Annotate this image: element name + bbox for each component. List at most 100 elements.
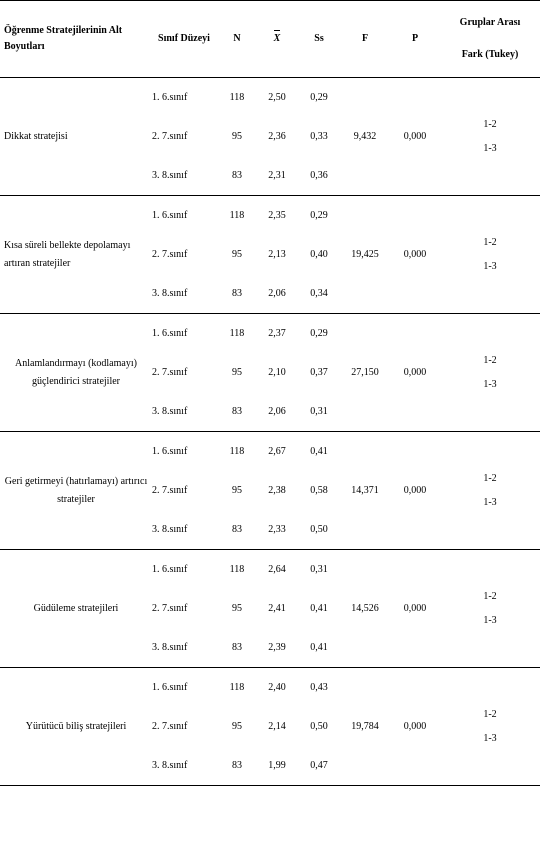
ss-cell: 0,41: [298, 432, 340, 472]
ss-cell: 0,31: [298, 392, 340, 432]
n-cell: 118: [218, 550, 256, 590]
ss-cell: 0,29: [298, 78, 340, 118]
header-f: F: [340, 1, 390, 78]
ss-cell: 0,33: [298, 117, 340, 156]
mean-cell: 2,06: [256, 392, 298, 432]
level-cell: 2. 7.sınıf: [150, 589, 218, 628]
header-p: P: [390, 1, 440, 78]
dimension-cell: Kısa süreli bellekte depolamayı artıran …: [0, 196, 150, 314]
n-cell: 95: [218, 117, 256, 156]
level-cell: 1. 6.sınıf: [150, 668, 218, 708]
table-row: Anlamlandırmayı (kodlamayı) güçlendirici…: [0, 314, 540, 354]
level-cell: 1. 6.sınıf: [150, 196, 218, 236]
n-cell: 95: [218, 235, 256, 274]
anova-table: Öğrenme Stratejilerinin Alt Boyutları Sı…: [0, 0, 540, 786]
p-cell: 0,000: [390, 78, 440, 196]
n-cell: 118: [218, 668, 256, 708]
table-row: Güdüleme stratejileri1. 6.sınıf1182,640,…: [0, 550, 540, 590]
tukey-cell: 1-21-3: [440, 550, 540, 668]
dimension-cell: Yürütücü biliş stratejileri: [0, 668, 150, 786]
dimension-cell: Güdüleme stratejileri: [0, 550, 150, 668]
header-level: Sınıf Düzeyi: [150, 1, 218, 78]
mean-cell: 1,99: [256, 746, 298, 786]
table-row: Yürütücü biliş stratejileri1. 6.sınıf118…: [0, 668, 540, 708]
f-cell: 27,150: [340, 314, 390, 432]
level-cell: 2. 7.sınıf: [150, 117, 218, 156]
mean-cell: 2,67: [256, 432, 298, 472]
p-cell: 0,000: [390, 432, 440, 550]
level-cell: 2. 7.sınıf: [150, 235, 218, 274]
n-cell: 83: [218, 746, 256, 786]
ss-cell: 0,50: [298, 707, 340, 746]
ss-cell: 0,29: [298, 314, 340, 354]
n-cell: 83: [218, 274, 256, 314]
mean-cell: 2,41: [256, 589, 298, 628]
level-cell: 3. 8.sınıf: [150, 746, 218, 786]
n-cell: 95: [218, 589, 256, 628]
n-cell: 83: [218, 156, 256, 196]
ss-cell: 0,34: [298, 274, 340, 314]
n-cell: 118: [218, 432, 256, 472]
level-cell: 1. 6.sınıf: [150, 550, 218, 590]
mean-cell: 2,39: [256, 628, 298, 668]
header-n: N: [218, 1, 256, 78]
mean-cell: 2,40: [256, 668, 298, 708]
level-cell: 1. 6.sınıf: [150, 314, 218, 354]
ss-cell: 0,43: [298, 668, 340, 708]
level-cell: 2. 7.sınıf: [150, 353, 218, 392]
n-cell: 83: [218, 628, 256, 668]
mean-cell: 2,37: [256, 314, 298, 354]
ss-cell: 0,58: [298, 471, 340, 510]
n-cell: 95: [218, 353, 256, 392]
ss-cell: 0,29: [298, 196, 340, 236]
p-cell: 0,000: [390, 668, 440, 786]
mean-cell: 2,35: [256, 196, 298, 236]
n-cell: 118: [218, 78, 256, 118]
ss-cell: 0,37: [298, 353, 340, 392]
f-cell: 9,432: [340, 78, 390, 196]
level-cell: 1. 6.sınıf: [150, 432, 218, 472]
tukey-cell: 1-21-3: [440, 314, 540, 432]
mean-cell: 2,33: [256, 510, 298, 550]
n-cell: 95: [218, 707, 256, 746]
p-cell: 0,000: [390, 550, 440, 668]
level-cell: 3. 8.sınıf: [150, 628, 218, 668]
table-header-row: Öğrenme Stratejilerinin Alt Boyutları Sı…: [0, 1, 540, 78]
mean-cell: 2,38: [256, 471, 298, 510]
n-cell: 83: [218, 510, 256, 550]
header-ss: Ss: [298, 1, 340, 78]
dimension-cell: Dikkat stratejisi: [0, 78, 150, 196]
ss-cell: 0,47: [298, 746, 340, 786]
mean-cell: 2,13: [256, 235, 298, 274]
ss-cell: 0,41: [298, 628, 340, 668]
n-cell: 118: [218, 314, 256, 354]
n-cell: 83: [218, 392, 256, 432]
mean-cell: 2,36: [256, 117, 298, 156]
n-cell: 118: [218, 196, 256, 236]
level-cell: 2. 7.sınıf: [150, 707, 218, 746]
header-dimension: Öğrenme Stratejilerinin Alt Boyutları: [0, 1, 150, 78]
level-cell: 2. 7.sınıf: [150, 471, 218, 510]
ss-cell: 0,40: [298, 235, 340, 274]
p-cell: 0,000: [390, 196, 440, 314]
level-cell: 3. 8.sınıf: [150, 274, 218, 314]
mean-cell: 2,50: [256, 78, 298, 118]
level-cell: 3. 8.sınıf: [150, 392, 218, 432]
f-cell: 19,784: [340, 668, 390, 786]
table-row: Dikkat stratejisi1. 6.sınıf1182,500,299,…: [0, 78, 540, 118]
ss-cell: 0,41: [298, 589, 340, 628]
level-cell: 3. 8.sınıf: [150, 156, 218, 196]
tukey-cell: 1-21-3: [440, 432, 540, 550]
tukey-cell: 1-21-3: [440, 196, 540, 314]
f-cell: 14,371: [340, 432, 390, 550]
mean-cell: 2,06: [256, 274, 298, 314]
ss-cell: 0,50: [298, 510, 340, 550]
header-mean: X: [256, 1, 298, 78]
f-cell: 14,526: [340, 550, 390, 668]
dimension-cell: Anlamlandırmayı (kodlamayı) güçlendirici…: [0, 314, 150, 432]
ss-cell: 0,36: [298, 156, 340, 196]
level-cell: 1. 6.sınıf: [150, 78, 218, 118]
mean-cell: 2,14: [256, 707, 298, 746]
dimension-cell: Geri getirmeyi (hatırlamayı) artırıcı st…: [0, 432, 150, 550]
p-cell: 0,000: [390, 314, 440, 432]
